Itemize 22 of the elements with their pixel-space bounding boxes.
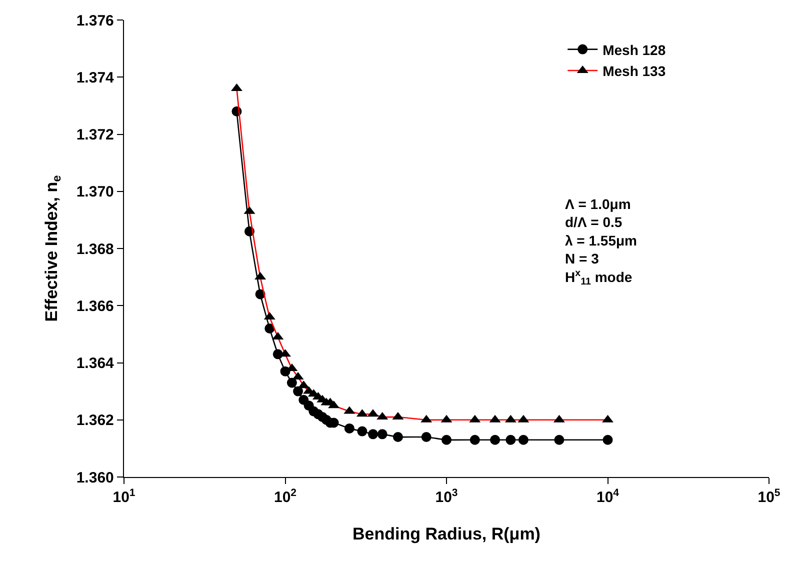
annotation: N = 3 — [565, 250, 600, 267]
y-tick-label: 1.360 — [76, 469, 114, 486]
annotation: d/Λ = 0.5 — [565, 214, 622, 230]
x-axis-title: Bending Radius, R(μm) — [352, 524, 540, 544]
y-tick-label: 1.372 — [76, 126, 114, 144]
x-tick-label: 10$^{5}$ — [758, 486, 780, 506]
x-tick-label: 10$^{2}$ — [274, 486, 297, 506]
y-tick-label: 1.376 — [76, 12, 114, 30]
x-tick-label: 10$^{4}$ — [596, 486, 620, 506]
y-tick-label: 1.370 — [76, 184, 114, 201]
x-tick-label: 10$^{3}$ — [435, 486, 458, 506]
x-tick-label: 10$^{1}$ — [112, 486, 136, 506]
annotation: Λ = 1.0μm — [565, 196, 631, 212]
annotation: λ = 1.55μm — [565, 232, 638, 248]
y-tick-label: 1.368 — [76, 240, 114, 258]
y-tick-label: 1.362 — [76, 412, 114, 430]
y-tick-label: 1.374 — [76, 69, 115, 86]
legend-label: Mesh 133 — [602, 62, 666, 79]
annotation: H$^{x}$$_{11}$ mode — [565, 268, 632, 288]
y-tick-label: 1.366 — [76, 298, 114, 315]
y-tick-label: 1.364 — [76, 355, 115, 372]
legend-label: Mesh 128 — [602, 42, 666, 58]
